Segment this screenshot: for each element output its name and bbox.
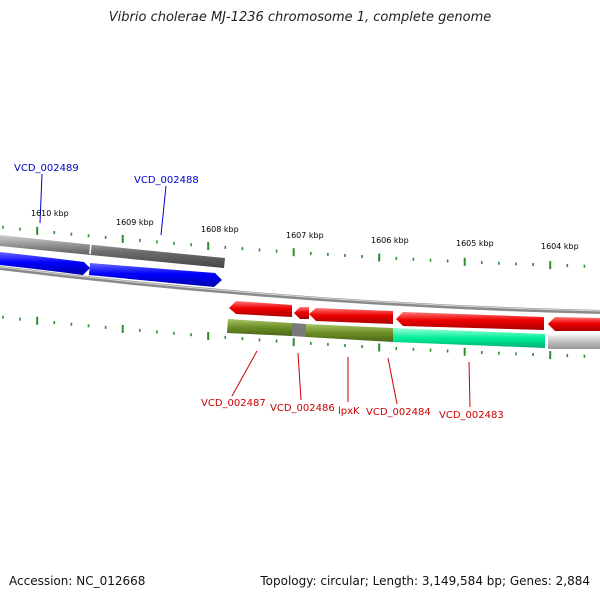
cds-arrow-VCD_002483[interactable]	[548, 317, 600, 331]
cds-arrow-VCD_002484[interactable]	[396, 312, 544, 330]
gene-feature-teal	[393, 328, 545, 348]
label-leader-VCD_002488	[160, 185, 167, 236]
backbone-line	[0, 266, 600, 314]
kbp-label-1610: 1610 kbp	[31, 209, 69, 218]
label-VCD_002488[interactable]: VCD_002488	[134, 175, 199, 186]
label-VCD_002487[interactable]: VCD_002487	[201, 398, 266, 409]
kbp-label-1604: 1604 kbp	[541, 242, 579, 251]
kbp-label-1607: 1607 kbp	[286, 231, 324, 240]
label-VCD_002484[interactable]: VCD_002484	[366, 407, 431, 418]
label-VCD_002486[interactable]: VCD_002486	[270, 403, 335, 414]
backbone-highlight	[0, 266, 600, 312]
gene-feature-gray-small	[292, 323, 306, 337]
label-leader-VCD_002486	[297, 352, 302, 401]
kbp-label-1609: 1609 kbp	[116, 218, 154, 227]
accession-text: Accession: NC_012668	[9, 574, 146, 588]
bottom-gene-labels: VCD_002487 VCD_002486 lpxK VCD_002484 VC…	[201, 350, 504, 421]
gene-feature-olive-2	[306, 324, 393, 342]
kbp-label-1605: 1605 kbp	[456, 239, 494, 248]
kbp-label-1608: 1608 kbp	[201, 225, 239, 234]
kbp-label-1606: 1606 kbp	[371, 236, 409, 245]
gene-track-top	[0, 235, 225, 268]
kbp-labels: 1610 kbp 1609 kbp 1608 kbp 1607 kbp 1606…	[31, 209, 579, 251]
lower-tick-row	[2, 315, 586, 360]
label-leader-VCD_002484	[387, 357, 398, 405]
gene-feature-light-gray	[548, 335, 600, 349]
label-leader-VCD_002483	[468, 361, 471, 408]
label-lpxK[interactable]: lpxK	[338, 406, 360, 417]
track-divider	[89, 242, 92, 255]
label-VCD_002489[interactable]: VCD_002489	[14, 163, 79, 174]
genome-summary-text: Topology: circular; Length: 3,149,584 bp…	[260, 574, 590, 588]
top-gene-labels: VCD_002489 VCD_002488	[14, 163, 199, 236]
upper-tick-row	[2, 225, 586, 270]
cds-arrow-VCD_002486[interactable]	[294, 307, 309, 319]
cds-arrow-VCD_002488[interactable]	[89, 263, 222, 287]
cds-arrow-lpxK[interactable]	[309, 308, 393, 324]
label-VCD_002483[interactable]: VCD_002483	[439, 410, 504, 421]
label-leader-VCD_002487	[231, 350, 258, 397]
cds-arrow-VCD_002489[interactable]	[0, 252, 90, 275]
gene-feature-olive-1	[227, 319, 292, 336]
cds-arrow-VCD_002487[interactable]	[229, 301, 292, 317]
map-title: Vibrio cholerae MJ-1236 chromosome 1, co…	[108, 10, 492, 25]
label-leader-VCD_002489	[39, 173, 43, 224]
